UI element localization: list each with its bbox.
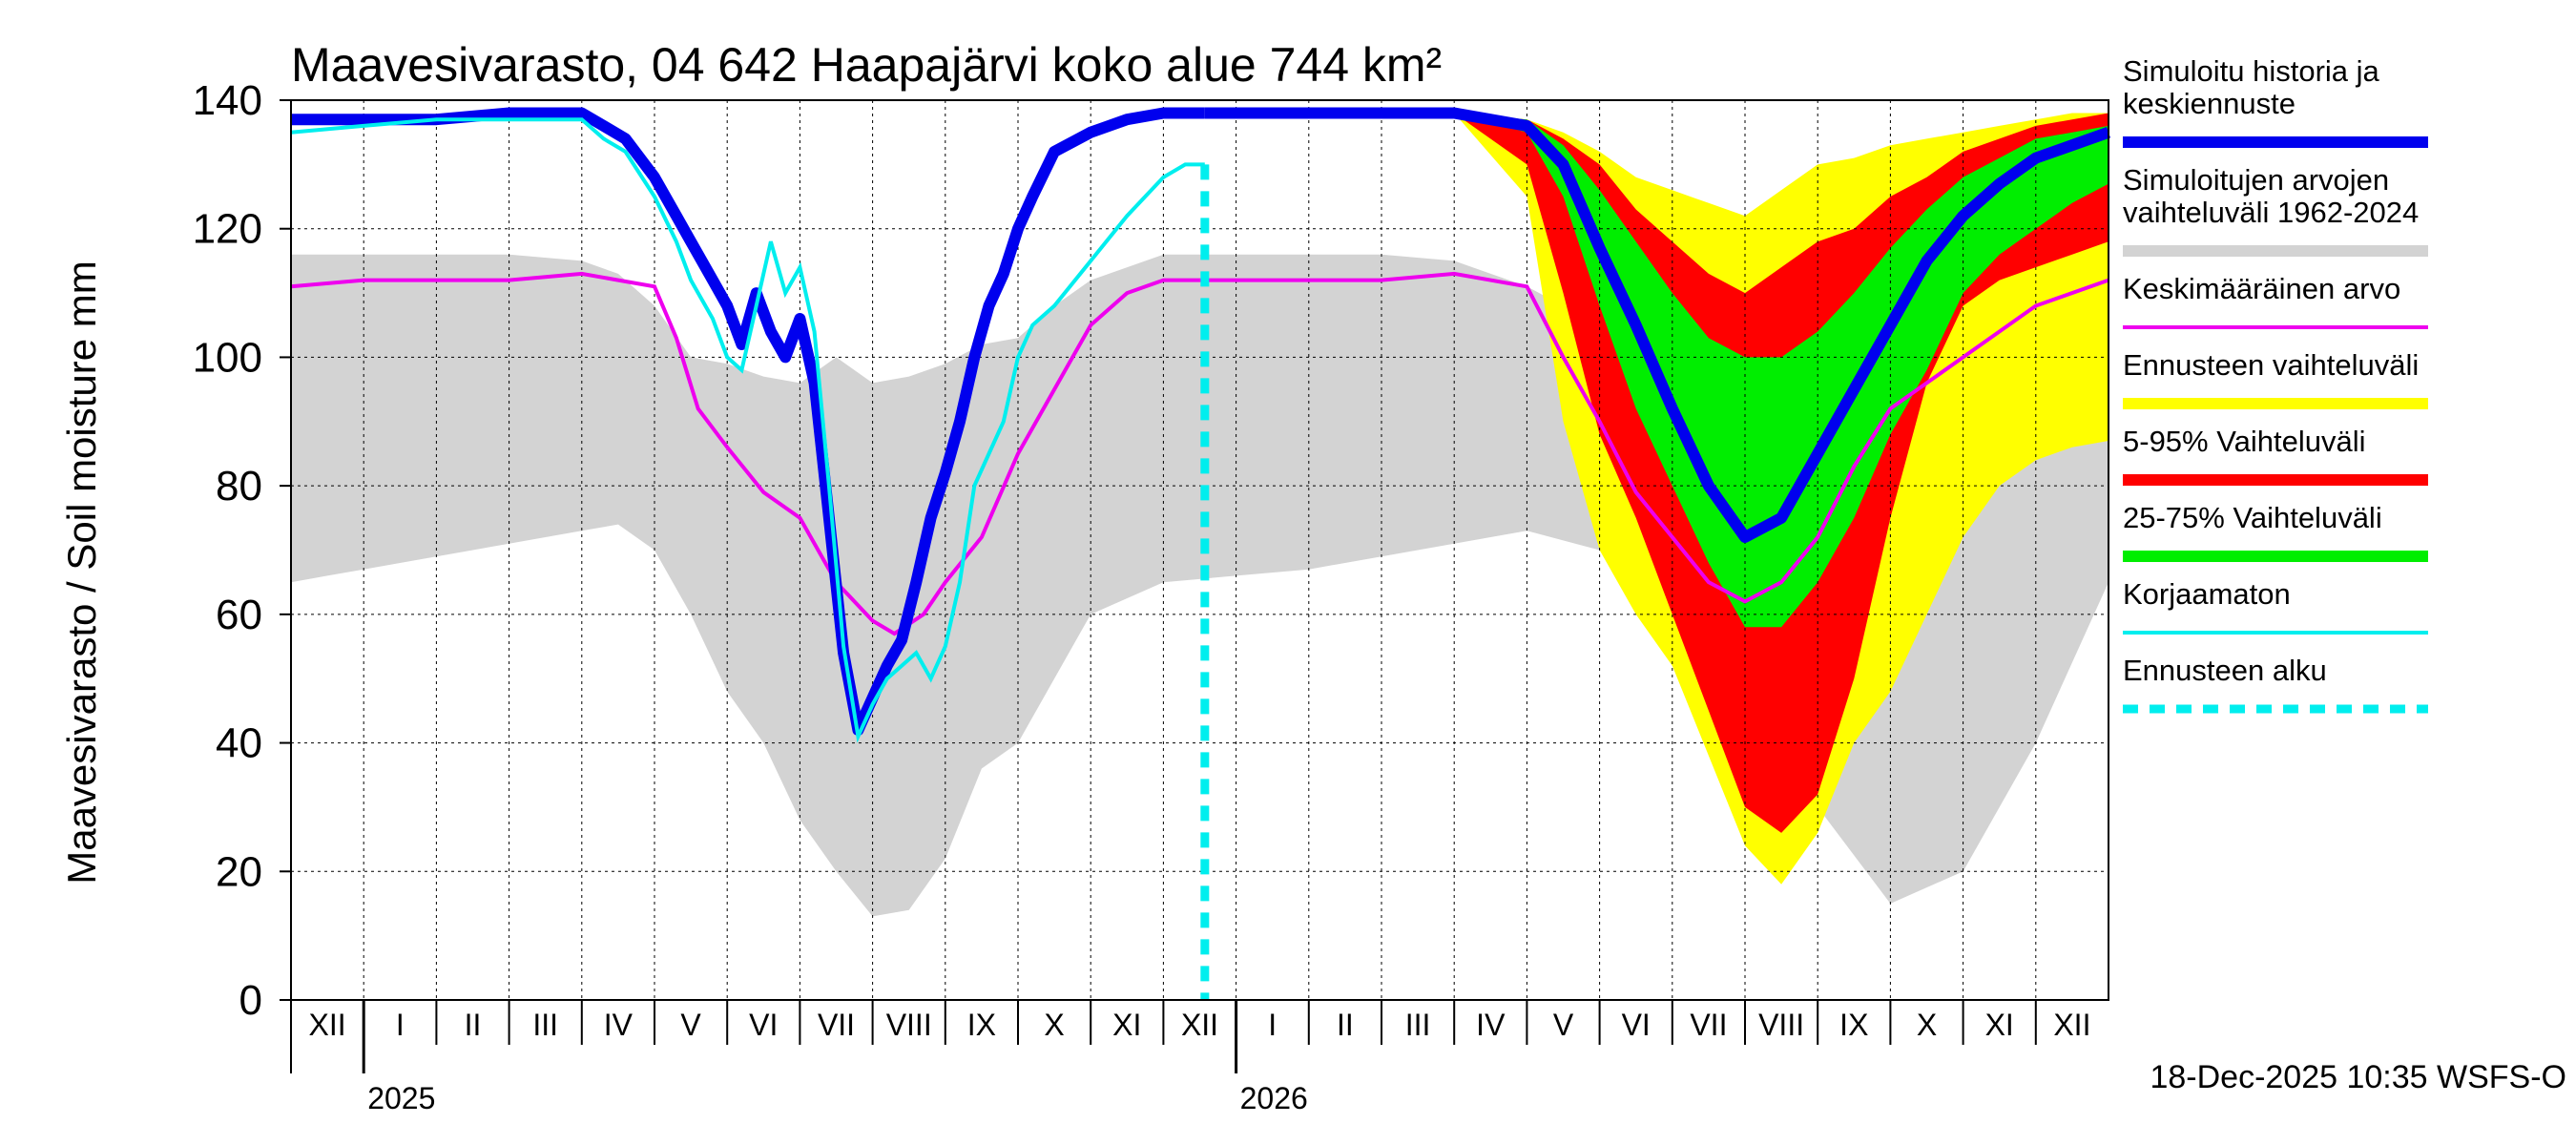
x-tick-label: XII bbox=[309, 1008, 346, 1042]
y-tick-label: 120 bbox=[193, 206, 262, 253]
y-tick-labels: 0 20 40 60 80 100 120 140 bbox=[193, 77, 262, 1024]
y-tick-label: 0 bbox=[239, 977, 262, 1024]
x-tick-label: VIII bbox=[1758, 1008, 1804, 1042]
x-tick-label: V bbox=[1553, 1008, 1574, 1042]
x-tick-label: II bbox=[1337, 1008, 1354, 1042]
x-tick-label: X bbox=[1044, 1008, 1064, 1042]
x-tick-label: VII bbox=[1690, 1008, 1727, 1042]
x-tick-label: IV bbox=[1476, 1008, 1506, 1042]
grid-layer bbox=[291, 99, 2109, 1000]
x-tick-label: I bbox=[1268, 1008, 1277, 1042]
legend-label: Simuloitu historia ja bbox=[2123, 54, 2380, 88]
x-tick-label: IX bbox=[967, 1008, 996, 1042]
y-axis-label: Maavesivarasto / Soil moisture mm bbox=[59, 260, 104, 885]
legend-label: keskiennuste bbox=[2123, 87, 2296, 120]
y-tick-label: 140 bbox=[193, 77, 262, 124]
band-layer bbox=[291, 113, 2109, 917]
x-tick-label: XI bbox=[1985, 1008, 2014, 1042]
x-tick-label: X bbox=[1917, 1008, 1937, 1042]
x-tick-label: IX bbox=[1839, 1008, 1868, 1042]
footer-timestamp: 18-Dec-2025 10:35 WSFS-O bbox=[2150, 1059, 2566, 1095]
x-tick-label: I bbox=[396, 1008, 405, 1042]
x-tick-labels: XII I II III IV V VI VII VIII IX X XI XII I II III IV V VI… bbox=[309, 1008, 2091, 1115]
y-tick-label: 80 bbox=[216, 463, 262, 510]
x-tick-label: VI bbox=[1622, 1008, 1651, 1042]
year-label: 2025 bbox=[367, 1081, 435, 1115]
y-tick-label: 60 bbox=[216, 592, 262, 638]
axis-layer bbox=[280, 99, 2109, 1073]
x-tick-label: V bbox=[680, 1008, 701, 1042]
x-tick-label: VIII bbox=[886, 1008, 932, 1042]
y-tick-label: 100 bbox=[193, 334, 262, 381]
x-tick-label: III bbox=[532, 1008, 558, 1042]
x-tick-label: XII bbox=[2053, 1008, 2090, 1042]
legend-label: Ennusteen alku bbox=[2123, 654, 2327, 687]
legend-label: 25-75% Vaihteluväli bbox=[2123, 501, 2382, 534]
x-tick-label: VI bbox=[749, 1008, 778, 1042]
line-layer bbox=[290, 107, 2111, 1000]
x-tick-label: II bbox=[465, 1008, 482, 1042]
plot-frame bbox=[290, 99, 2109, 1001]
chart-title: Maavesivarasto, 04 642 Haapajärvi koko a… bbox=[291, 38, 1442, 92]
x-tick-label: IV bbox=[604, 1008, 634, 1042]
y-tick-label: 40 bbox=[216, 720, 262, 767]
year-label: 2026 bbox=[1240, 1081, 1308, 1115]
legend-label: Keskimääräinen arvo bbox=[2123, 272, 2400, 305]
legend-label: Korjaamaton bbox=[2123, 577, 2291, 611]
x-tick-label: XI bbox=[1112, 1008, 1141, 1042]
mean-line bbox=[290, 271, 2109, 636]
uncorrected-line bbox=[290, 117, 1205, 743]
legend-label: Simuloitujen arvojen bbox=[2123, 163, 2389, 197]
x-tick-label: VII bbox=[818, 1008, 855, 1042]
x-tick-label: XII bbox=[1181, 1008, 1218, 1042]
legend-label: 5-95% Vaihteluväli bbox=[2123, 425, 2365, 458]
y-tick-label: 20 bbox=[216, 848, 262, 895]
forecast-mean-line bbox=[1204, 107, 2111, 543]
x-tick-label: III bbox=[1405, 1008, 1431, 1042]
legend-label: vaihteluväli 1962-2024 bbox=[2123, 196, 2419, 229]
legend-label: Ennusteen vaihteluväli bbox=[2123, 348, 2419, 382]
